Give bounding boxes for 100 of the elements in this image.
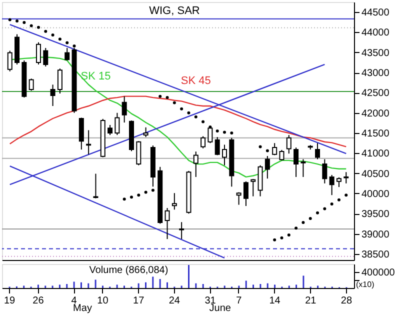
point <box>8 18 12 22</box>
y-tick-label: 42000 <box>362 108 390 120</box>
point <box>122 198 126 201</box>
point <box>36 26 40 29</box>
point <box>22 21 26 24</box>
point <box>172 101 176 104</box>
chart-title: WIG, SAR <box>149 5 200 17</box>
text: (x10) <box>356 280 375 289</box>
line-series <box>9 96 347 148</box>
y-tick-label: 43000 <box>362 68 390 80</box>
candlestick <box>279 149 284 161</box>
point <box>44 30 48 33</box>
x-tick-label: 28 <box>340 296 352 306</box>
point <box>130 196 133 199</box>
candlestick <box>7 50 12 72</box>
y-tick-label: 38500 <box>362 249 390 260</box>
y-tick-label: 39500 <box>362 209 390 220</box>
candlestick <box>108 124 113 136</box>
candlestick <box>36 42 41 65</box>
point <box>273 238 276 242</box>
point <box>308 216 312 220</box>
candlestick <box>300 158 306 178</box>
x-tick-label: 24 <box>168 296 180 306</box>
point <box>30 24 33 28</box>
y-tick-label: 40500 <box>362 168 390 180</box>
candlestick <box>28 78 34 92</box>
y-tick-label: 400000 <box>362 268 396 278</box>
text: June <box>209 303 232 314</box>
point <box>158 94 162 98</box>
x-tick-label: 10 <box>97 296 109 306</box>
candlestick <box>172 192 177 210</box>
point <box>180 107 184 110</box>
y-tick-label: 41000 <box>362 148 390 160</box>
point <box>202 120 205 124</box>
candlestick <box>250 178 256 197</box>
candlestick <box>93 173 98 199</box>
candlestick <box>122 96 127 124</box>
point <box>51 34 54 37</box>
text: May <box>73 303 92 314</box>
point <box>216 130 219 132</box>
candlestick <box>64 47 70 61</box>
candlestick <box>286 134 292 154</box>
y-tick-label: 42500 <box>362 88 390 100</box>
x-tick-label: 19 <box>4 296 16 306</box>
series-label: SK 45 <box>180 75 211 88</box>
point <box>337 198 340 202</box>
point <box>258 145 262 148</box>
point <box>266 149 269 152</box>
candlestick <box>222 144 228 166</box>
point <box>166 96 169 100</box>
point <box>287 234 290 237</box>
x-tick-label: 21 <box>305 296 317 306</box>
candlestick <box>43 47 48 67</box>
point <box>223 130 226 134</box>
candlestick <box>264 155 270 180</box>
candlestick <box>200 136 206 149</box>
x-tick-label: 26 <box>32 296 44 306</box>
candlestick <box>272 142 278 156</box>
point <box>187 111 190 114</box>
y-tick-label: 44000 <box>362 28 390 39</box>
candlestick <box>243 180 248 206</box>
candlestick <box>193 151 198 178</box>
candlestick <box>114 112 120 136</box>
candlestick <box>136 140 142 166</box>
point <box>66 41 69 44</box>
candlestick <box>294 147 299 178</box>
candlestick <box>344 172 349 184</box>
y-tick-label: 43500 <box>362 48 390 59</box>
point <box>151 188 154 192</box>
x-tick-label: 7 <box>236 296 242 306</box>
candlestick <box>214 136 220 156</box>
candlestick <box>86 130 92 155</box>
point <box>144 190 148 194</box>
y-tick-label: 44500 <box>362 8 390 19</box>
point <box>58 38 62 41</box>
candlestick <box>143 126 148 138</box>
candlestick <box>50 84 56 107</box>
y-tick-label: 40000 <box>362 188 390 200</box>
candlestick <box>336 176 342 188</box>
x-tick-label: 17 <box>133 296 145 306</box>
candlestick <box>258 164 263 197</box>
candlestick <box>329 174 334 196</box>
candlestick <box>315 142 320 160</box>
point <box>344 194 348 197</box>
point <box>72 44 76 48</box>
candlestick <box>236 192 242 206</box>
candlestick <box>164 207 170 240</box>
candlestick <box>322 158 328 184</box>
candlestick <box>57 68 62 94</box>
x-tick-label: 14 <box>269 296 281 306</box>
point <box>294 226 298 230</box>
point <box>280 236 284 240</box>
point <box>302 221 305 224</box>
point <box>194 115 198 118</box>
y-tick-label: 39000 <box>362 229 390 240</box>
point <box>316 211 320 214</box>
candlestick <box>179 222 184 240</box>
point <box>330 202 334 206</box>
point <box>16 19 19 22</box>
point <box>323 207 326 210</box>
